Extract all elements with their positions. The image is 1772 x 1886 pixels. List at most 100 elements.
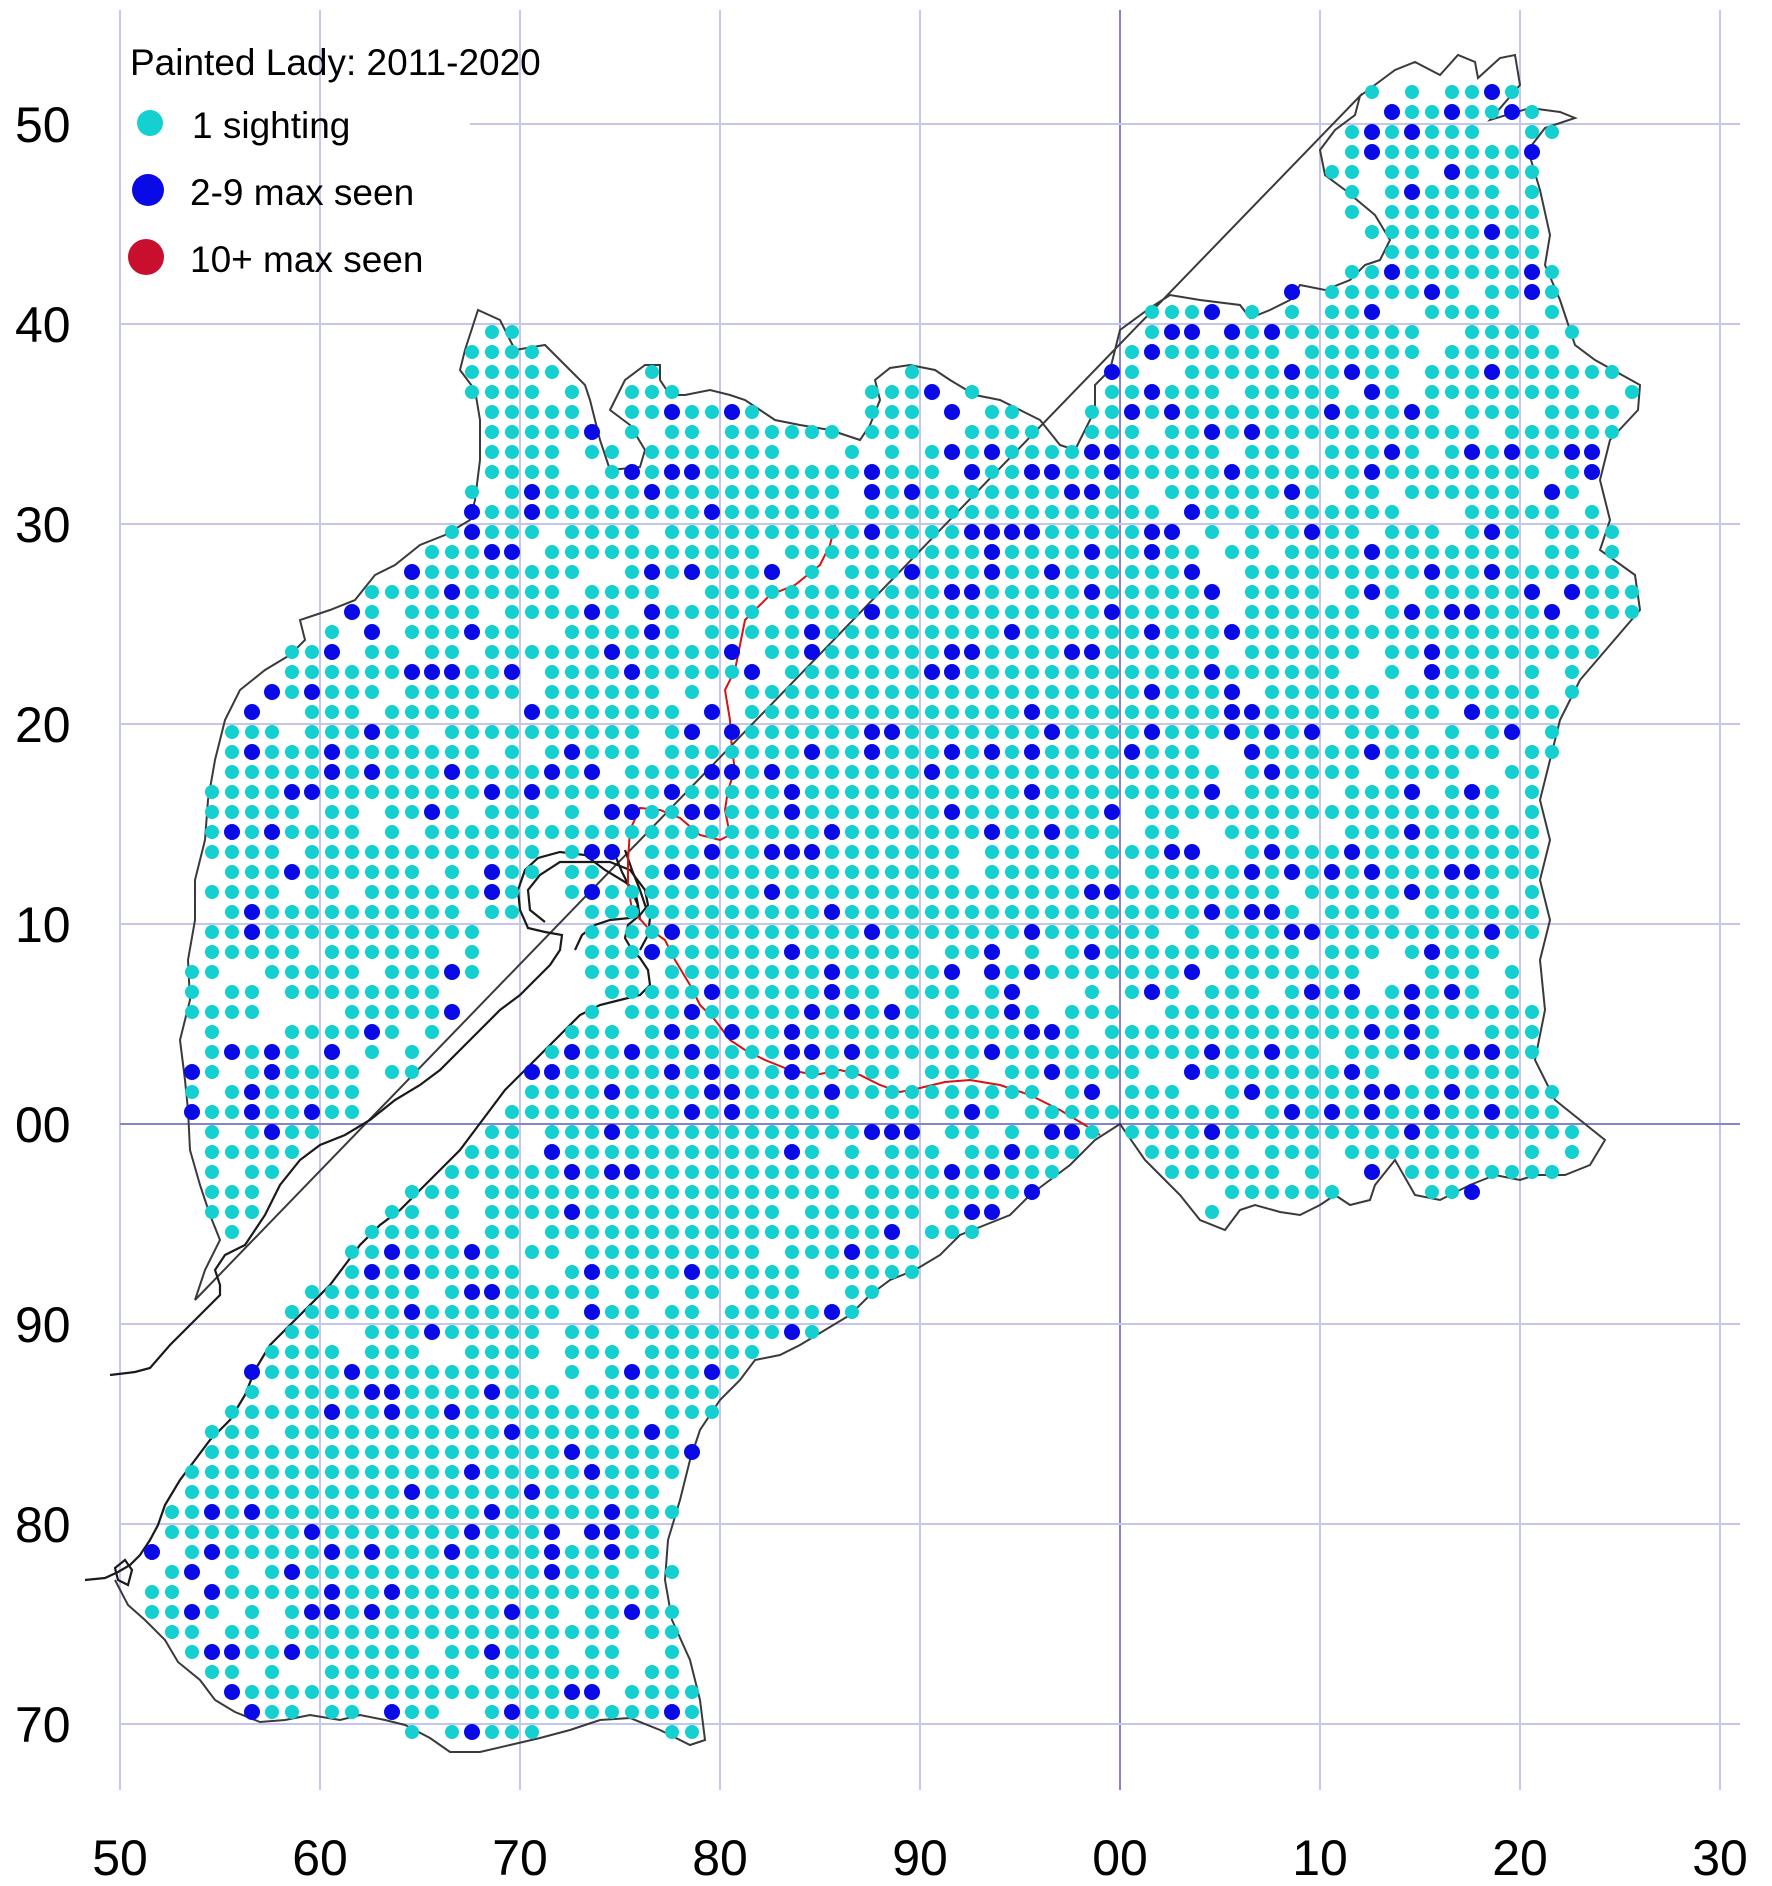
sighting-dot [1484, 1044, 1500, 1060]
sighting-dot [1125, 585, 1139, 599]
sighting-dot [324, 1044, 340, 1060]
sighting-dot [425, 645, 439, 659]
sighting-dot [1145, 445, 1159, 459]
sighting-dot [625, 1405, 639, 1419]
sighting-dot [1445, 345, 1459, 359]
sighting-dot [1545, 705, 1559, 719]
sighting-dot [1244, 1084, 1260, 1100]
sighting-dot [1485, 865, 1499, 879]
sighting-dot [605, 985, 619, 999]
sighting-dot [1184, 1064, 1200, 1080]
sighting-dot [1144, 344, 1160, 360]
sighting-dot [785, 705, 799, 719]
sighting-dot [1365, 825, 1379, 839]
sighting-dot [945, 985, 959, 999]
sighting-dot [644, 944, 660, 960]
sighting-dot [1285, 845, 1299, 859]
sighting-dot [1565, 685, 1579, 699]
sighting-dot [825, 725, 839, 739]
sighting-dot [524, 1484, 540, 1500]
sighting-dot [1545, 405, 1559, 419]
sighting-dot [724, 644, 740, 660]
sighting-dot [1545, 125, 1559, 139]
sighting-dot [845, 765, 859, 779]
sighting-dot [865, 785, 879, 799]
sighting-dot [885, 545, 899, 559]
sighting-dot [305, 1685, 319, 1699]
sighting-dot [485, 1305, 499, 1319]
sighting-dot [585, 1485, 599, 1499]
sighting-dot [1005, 1185, 1019, 1199]
sighting-dot [865, 405, 879, 419]
sighting-dot [845, 805, 859, 819]
sighting-dot [745, 1305, 759, 1319]
sighting-dot [265, 785, 279, 799]
sighting-dot [805, 505, 819, 519]
sighting-dot [505, 1505, 519, 1519]
sighting-dot [624, 1364, 640, 1380]
sighting-dot [1305, 625, 1319, 639]
sighting-dot [1225, 345, 1239, 359]
sighting-dot [1485, 405, 1499, 419]
sighting-dot [845, 565, 859, 579]
sighting-dot [1445, 465, 1459, 479]
sighting-dot [825, 805, 839, 819]
sighting-dot [525, 1105, 539, 1119]
sighting-dot [1044, 824, 1060, 840]
sighting-dot [845, 1085, 859, 1099]
sighting-dot [825, 545, 839, 559]
sighting-dot [385, 585, 399, 599]
sighting-dot [1225, 905, 1239, 919]
sighting-dot [444, 664, 460, 680]
sighting-dot [945, 905, 959, 919]
sighting-dot [1345, 865, 1359, 879]
sighting-dot [345, 1645, 359, 1659]
sighting-dot [465, 1585, 479, 1599]
sighting-dot [1024, 704, 1040, 720]
sighting-dot [1364, 1024, 1380, 1040]
sighting-dot [1364, 124, 1380, 140]
sighting-dot [585, 445, 599, 459]
sighting-dot [1164, 404, 1180, 420]
sighting-dot [825, 785, 839, 799]
sighting-dot [1365, 905, 1379, 919]
sighting-dot [544, 1524, 560, 1540]
sighting-dot [765, 465, 779, 479]
sighting-dot [1445, 1045, 1459, 1059]
sighting-dot [1185, 485, 1199, 499]
sighting-dot [565, 1145, 579, 1159]
sighting-dot [1305, 685, 1319, 699]
sighting-dot [1045, 645, 1059, 659]
sighting-dot [1185, 665, 1199, 679]
sighting-dot [1045, 545, 1059, 559]
sighting-dot [1165, 465, 1179, 479]
sighting-dot [764, 884, 780, 900]
sighting-dot [1585, 585, 1599, 599]
sighting-dot [1085, 725, 1099, 739]
sighting-dot [464, 504, 480, 520]
sighting-dot [1525, 505, 1539, 519]
sighting-dot [805, 1105, 819, 1119]
sighting-dot [885, 625, 899, 639]
sighting-dot [465, 665, 479, 679]
sighting-dot [825, 885, 839, 899]
sighting-dot [365, 1285, 379, 1299]
sighting-dot [625, 585, 639, 599]
sighting-dot [645, 1705, 659, 1719]
sighting-dot [285, 1425, 299, 1439]
sighting-dot [1465, 125, 1479, 139]
sighting-dot [845, 605, 859, 619]
sighting-dot [1505, 905, 1519, 919]
sighting-dot [225, 1525, 239, 1539]
sighting-dot [905, 945, 919, 959]
sighting-dot [1405, 425, 1419, 439]
sighting-dot [1505, 1045, 1519, 1059]
sighting-dot [225, 1005, 239, 1019]
sighting-dot [1325, 745, 1339, 759]
sighting-dot [1365, 945, 1379, 959]
sighting-dot [685, 1405, 699, 1419]
sighting-dot [585, 1405, 599, 1419]
sighting-dot [1285, 525, 1299, 539]
sighting-dot [285, 1625, 299, 1639]
sighting-dot [485, 685, 499, 699]
